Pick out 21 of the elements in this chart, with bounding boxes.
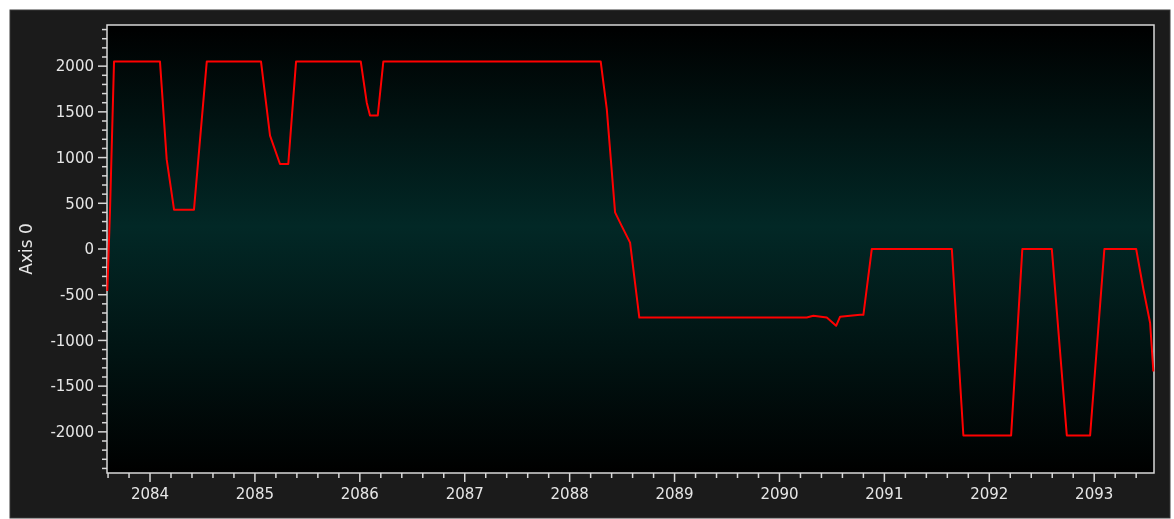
y-tick-label: -1500 bbox=[50, 377, 94, 396]
y-tick-label: -1000 bbox=[50, 331, 94, 350]
y-tick-label: 1500 bbox=[55, 103, 94, 122]
y-tick-label: 500 bbox=[65, 194, 94, 213]
x-tick-label: 2089 bbox=[655, 485, 694, 503]
y-tick-label: -2000 bbox=[50, 423, 94, 442]
y-tick-label: 1000 bbox=[55, 148, 94, 167]
x-tick-label: 2093 bbox=[1075, 485, 1114, 503]
x-tick-label: 2084 bbox=[130, 485, 170, 503]
x-tick-label: 2085 bbox=[235, 485, 275, 503]
y-tick-label: -500 bbox=[59, 285, 94, 304]
y-axis-title: Axis 0 bbox=[16, 223, 36, 275]
x-tick-label: 2086 bbox=[340, 485, 379, 503]
x-tick-label: 2088 bbox=[550, 485, 589, 503]
x-tick-label: 2092 bbox=[970, 485, 1009, 503]
line-series bbox=[106, 60, 1155, 437]
x-tick-label: 2087 bbox=[445, 485, 484, 503]
x-tick-label: 2091 bbox=[865, 485, 904, 503]
y-tick-label: 0 bbox=[84, 240, 94, 259]
x-tick-label: 2090 bbox=[760, 485, 799, 503]
y-tick-label: 2000 bbox=[55, 57, 94, 76]
